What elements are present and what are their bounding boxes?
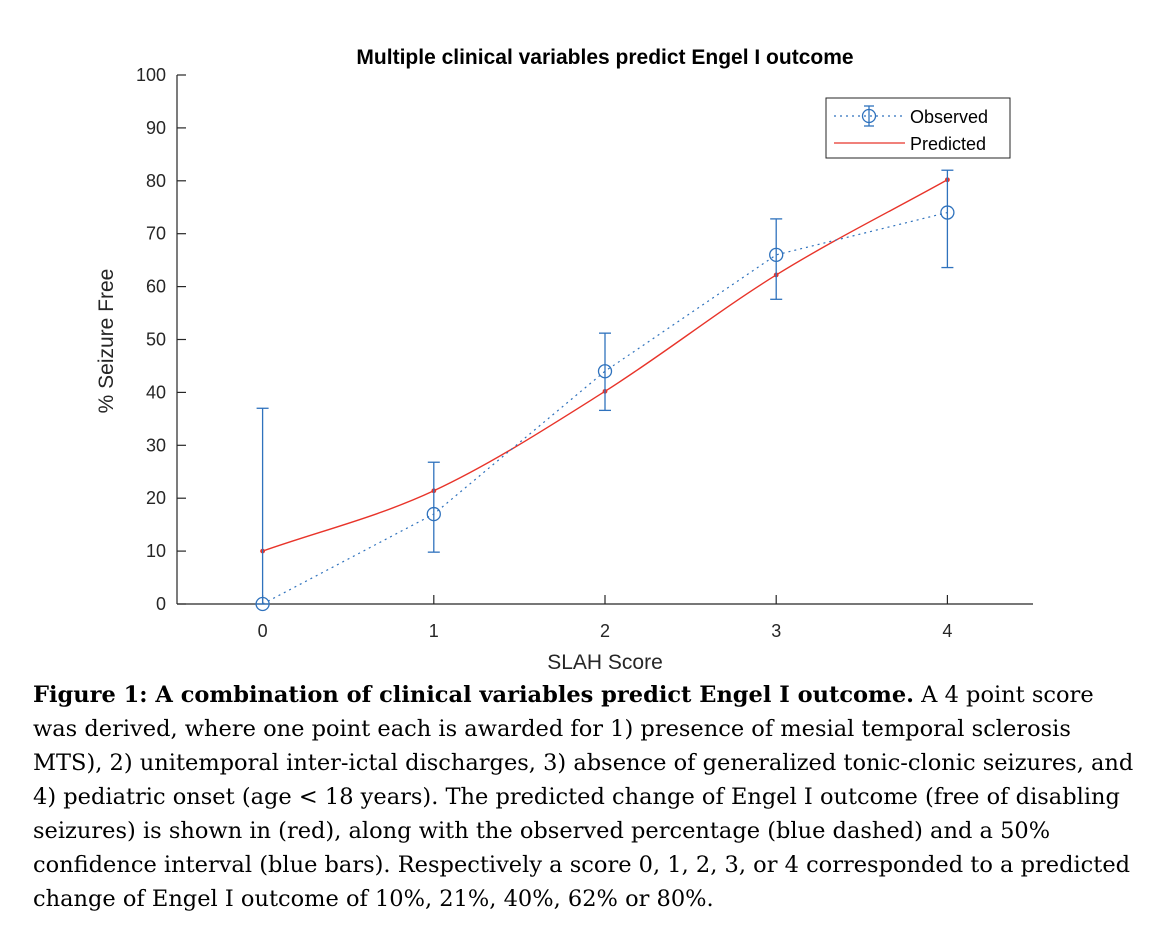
y-tick-label: 0: [156, 594, 166, 614]
chart-title: Multiple clinical variables predict Enge…: [356, 46, 853, 69]
observed-point: [426, 506, 441, 522]
x-axis-label: SLAH Score: [547, 651, 663, 674]
x-tick-label: 3: [771, 621, 781, 641]
x-tick-label: 2: [600, 621, 610, 641]
x-tick-label: 1: [429, 621, 439, 641]
y-tick-label: 20: [146, 488, 166, 508]
x-tick-label: 0: [258, 621, 268, 641]
y-tick-label: 50: [146, 330, 166, 350]
x-tick-label: 4: [942, 621, 952, 641]
figure-caption: Figure 1: A combination of clinical vari…: [33, 678, 1143, 916]
y-tick-label: 40: [146, 382, 166, 402]
y-tick-label: 70: [146, 224, 166, 244]
caption-body: A 4 point score was derived, where one p…: [33, 682, 1134, 912]
y-tick-label: 80: [146, 171, 166, 191]
legend-observed-label: Observed: [910, 107, 988, 127]
y-tick-label: 60: [146, 277, 166, 297]
series-observed: [255, 169, 955, 612]
legend-observed-marker: [861, 108, 877, 124]
legend: Observed Predicted: [825, 97, 1011, 159]
x-ticks: 0 1 2 3 4: [258, 595, 952, 641]
y-ticks: 0 10 20 30 40 50 60 70 80 90 100: [136, 65, 186, 614]
line-chart: Multiple clinical variables predict Enge…: [95, 46, 1033, 674]
y-tick-label: 10: [146, 541, 166, 561]
observed-point: [769, 247, 784, 263]
y-axis-label: % Seizure Free: [95, 269, 118, 414]
legend-predicted-label: Predicted: [910, 134, 986, 154]
y-tick-label: 90: [146, 118, 166, 138]
y-tick-label: 100: [136, 65, 166, 85]
y-tick-label: 30: [146, 435, 166, 455]
figure: Multiple clinical variables predict Enge…: [95, 46, 1033, 674]
observed-point: [597, 364, 613, 379]
legend-box: [825, 97, 1011, 159]
observed-point: [255, 596, 270, 612]
observed-point: [940, 205, 955, 220]
caption-heading: Figure 1: A combination of clinical vari…: [33, 682, 915, 708]
